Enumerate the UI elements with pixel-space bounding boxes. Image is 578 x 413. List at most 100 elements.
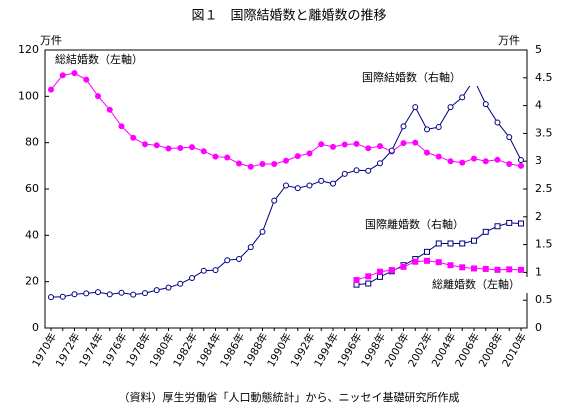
label-bg [363,217,481,233]
marker [95,289,101,296]
marker [177,144,184,151]
marker [459,159,466,166]
marker [365,273,372,280]
marker [435,259,442,266]
marker [435,240,442,247]
y2-tick-label: 1 [535,265,542,278]
marker [71,70,78,77]
y2-tick-label: 4.5 [535,71,553,84]
marker [353,277,360,284]
y2-unit: 万件 [498,34,520,47]
marker [353,140,360,147]
marker [294,185,301,192]
marker [471,155,477,162]
marker [400,123,407,130]
y2-tick-label: 5 [535,43,542,56]
series-label: 総結婚数（左軸） [55,52,143,66]
marker [365,280,372,287]
marker [400,140,407,147]
marker [341,170,348,177]
marker [518,157,524,164]
marker [365,145,372,152]
series-label: 総離婚数（左軸） [432,277,520,291]
marker [471,237,477,244]
marker [412,104,419,111]
marker [424,248,430,255]
y2-tick-label: 1.5 [535,238,553,251]
marker [271,160,278,167]
marker [353,167,360,174]
marker [318,141,325,148]
marker [330,143,336,150]
marker [306,150,313,157]
y2-tick-label: 3.5 [535,126,553,139]
marker [494,223,501,230]
marker [506,266,513,273]
marker [142,141,148,148]
marker [224,154,231,161]
y2-tick-label: 3 [535,154,542,167]
chart-title: 図１ 国際結婚数と離婚数の推移 [191,9,386,24]
marker [153,142,160,149]
marker [518,266,524,273]
marker [482,158,489,165]
y-tick-label: 80 [25,136,39,149]
label-bg [430,277,548,293]
marker [471,265,477,272]
marker [189,274,195,281]
marker [341,141,348,148]
marker [71,291,78,298]
marker [236,255,242,262]
marker [412,258,419,265]
marker [412,139,419,146]
marker [153,287,160,294]
marker [424,126,430,133]
marker [236,160,242,167]
marker [506,134,513,141]
marker [247,244,254,251]
marker [212,267,219,274]
marker [518,162,524,169]
y-tick-label: 0 [32,321,39,334]
marker [212,153,219,160]
y-tick-label: 40 [25,228,39,241]
series-label: 国際結婚数（右軸） [362,70,461,84]
y2-tick-label: 4 [535,99,542,112]
y-unit: 万件 [40,34,62,47]
marker [506,160,513,167]
marker [48,86,54,93]
marker [365,167,372,174]
marker [106,291,113,298]
marker [377,160,383,167]
marker [447,240,454,247]
marker [482,265,489,272]
marker [318,177,325,184]
marker [247,163,254,170]
marker [283,157,289,164]
y2-tick-label: 0 [535,321,542,334]
marker [165,284,172,291]
marker [200,267,207,274]
marker [424,149,430,156]
y2-tick-label: 2.5 [535,182,553,195]
marker [106,106,113,113]
marker [271,197,278,204]
marker [283,182,289,189]
marker [59,293,66,300]
source-note: （資料）厚生労働省「人口動態統計」から、ニッセイ基礎研究所作成 [119,390,460,404]
marker [330,180,336,187]
y-tick-label: 100 [18,89,39,102]
marker [142,290,148,297]
label-bg [53,52,171,68]
marker [59,72,66,79]
marker [435,153,442,160]
marker [83,290,90,297]
y2-tick-label: 0.5 [535,293,553,306]
marker [377,268,383,275]
marker [459,240,466,247]
marker [506,219,513,226]
y-tick-label: 20 [25,275,39,288]
marker [294,153,301,160]
marker [377,143,383,150]
